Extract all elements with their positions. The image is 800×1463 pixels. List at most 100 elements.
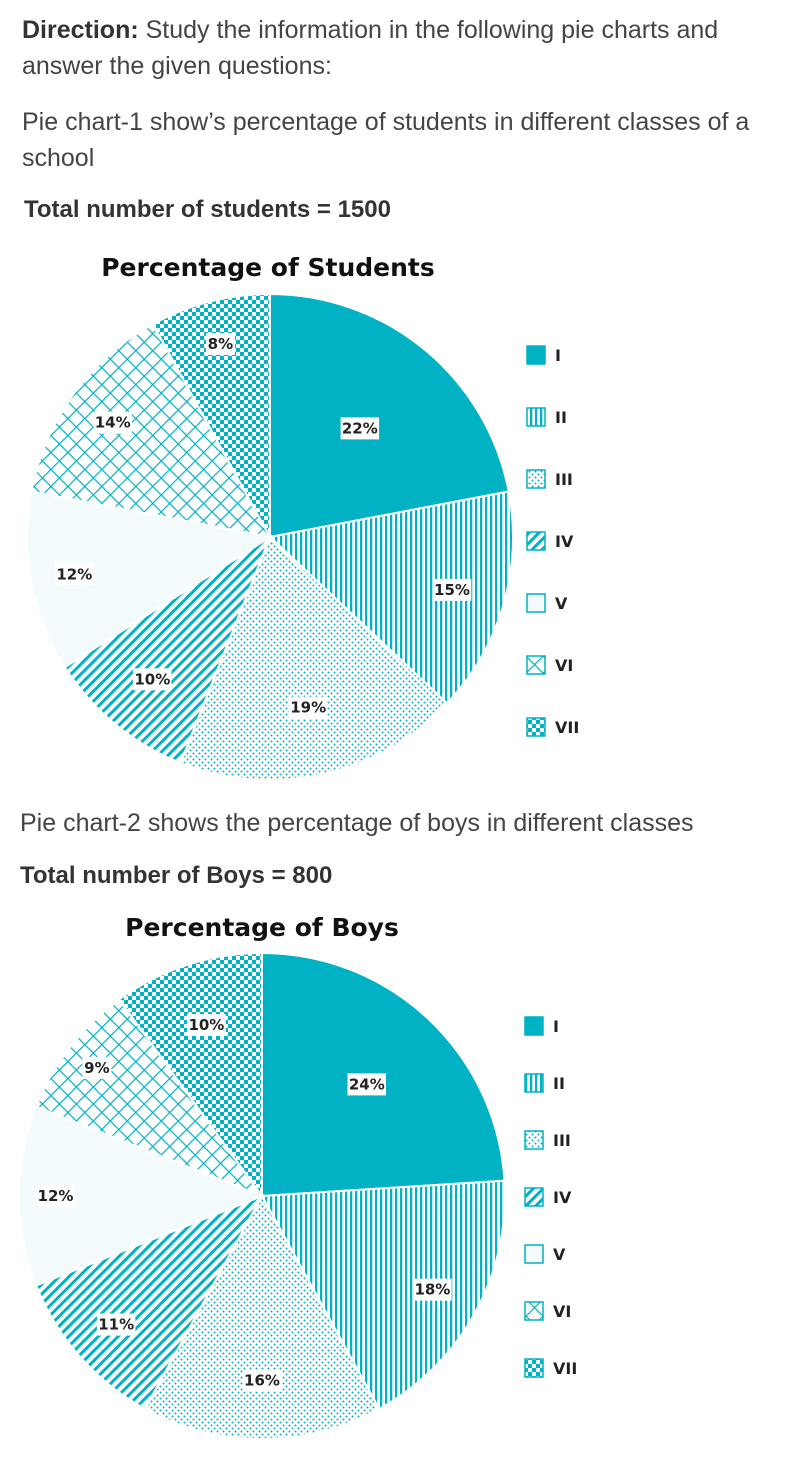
- svg-text:12%: 12%: [56, 565, 92, 583]
- legend-item-class-vii: VII: [526, 717, 579, 737]
- svg-text:10%: 10%: [188, 1016, 224, 1034]
- legend-label: II: [553, 1074, 565, 1093]
- data-label-class-iv: 11%: [96, 1313, 136, 1336]
- svg-text:19%: 19%: [290, 699, 326, 717]
- legend-item-class-vii: VII: [524, 1358, 577, 1378]
- legend-item-class-iv: IV: [524, 1187, 572, 1207]
- chart2-title: Percentage of Boys: [125, 913, 399, 942]
- legend-item-class-iii: III: [524, 1130, 571, 1150]
- legend-label: I: [555, 346, 561, 365]
- data-label-class-v: 12%: [36, 1185, 75, 1207]
- slice-class-vii: [117, 951, 263, 1200]
- svg-text:18%: 18%: [414, 1281, 450, 1299]
- slice-class-i: [269, 292, 510, 539]
- boys-pie-chart: Percentage of Boys 24%18%16%11%12%9%10% …: [18, 913, 577, 1440]
- svg-text:22%: 22%: [342, 419, 378, 437]
- legend-label: I: [553, 1017, 559, 1036]
- data-label-class-ii: 15%: [432, 578, 472, 601]
- chart2-slices: [18, 951, 506, 1440]
- data-label-class-iii: 16%: [242, 1369, 282, 1392]
- legend-label: IV: [555, 532, 574, 551]
- legend-label: VII: [555, 718, 579, 737]
- slice-class-vi: [34, 998, 265, 1199]
- legend-item-class-ii: II: [526, 407, 567, 427]
- slice-class-iii: [143, 1193, 381, 1440]
- data-label-class-i: 24%: [347, 1073, 386, 1096]
- data-label-class-vii: 8%: [205, 333, 235, 355]
- legend-swatch: [526, 407, 546, 427]
- svg-text:8%: 8%: [208, 335, 233, 353]
- legend-item-class-ii: II: [524, 1073, 565, 1093]
- data-label-class-vii: 10%: [187, 1014, 226, 1036]
- legend-label: III: [553, 1131, 571, 1150]
- legend-swatch: [524, 1073, 544, 1093]
- legend-swatch: [526, 531, 546, 551]
- data-label-class-vi: 9%: [82, 1056, 112, 1079]
- legend-item-class-i: I: [526, 345, 561, 365]
- chart1-title: Percentage of Students: [101, 253, 435, 282]
- slice-class-v: [18, 1105, 265, 1287]
- legend-swatch: [526, 655, 546, 675]
- chart1-intro-line2: school: [22, 144, 95, 172]
- svg-text:12%: 12%: [38, 1187, 74, 1205]
- legend-label: V: [553, 1245, 566, 1264]
- legend-label: V: [555, 594, 568, 613]
- legend-item-class-i: I: [524, 1016, 559, 1036]
- slice-class-vi: [30, 322, 272, 539]
- legend-label: III: [555, 470, 573, 489]
- svg-text:24%: 24%: [349, 1075, 385, 1093]
- legend-swatch: [526, 345, 546, 365]
- direction-text: Direction: Study the information in the …: [22, 12, 782, 84]
- svg-text:11%: 11%: [98, 1316, 134, 1334]
- legend-label: VI: [553, 1302, 571, 1321]
- legend-swatch: [524, 1244, 544, 1264]
- slice-class-iii: [179, 535, 449, 781]
- legend-item-class-iii: III: [526, 469, 573, 489]
- svg-text:16%: 16%: [244, 1372, 280, 1390]
- data-label-class-iii: 19%: [288, 696, 328, 719]
- legend-item-class-v: V: [524, 1244, 566, 1264]
- legend-swatch: [524, 1016, 544, 1036]
- legend-item-class-v: V: [526, 593, 568, 613]
- direction-body: Study the information in the following p…: [22, 16, 719, 80]
- chart2-data-labels: 24% 18% 16% 11% 12% 9% 10%: [36, 1014, 452, 1392]
- students-pie-chart: Percentage of Students 22% 15% 19% 10% 12% 14…: [26, 253, 579, 781]
- legend-swatch: [526, 593, 546, 613]
- chart1-data-labels: 22% 15% 19% 10% 12% 14% 8%: [55, 333, 472, 719]
- chart1-slices: [26, 292, 514, 781]
- svg-text:9%: 9%: [84, 1059, 109, 1077]
- legend-label: VII: [553, 1359, 577, 1378]
- svg-text:15%: 15%: [434, 581, 470, 599]
- chart1-intro-line1: Pie chart-1 show’s percentage of student…: [22, 108, 750, 136]
- chart2-intro: Pie chart-2 shows the percentage of boys…: [20, 809, 694, 837]
- legend-label: II: [555, 408, 567, 427]
- slice-class-iv: [63, 534, 273, 765]
- slice-class-vii: [151, 292, 271, 538]
- direction-label: Direction:: [22, 16, 139, 44]
- legend-swatch: [524, 1301, 544, 1321]
- svg-text:10%: 10%: [134, 670, 170, 688]
- data-label-class-vi: 14%: [93, 411, 132, 434]
- data-label-class-ii: 18%: [413, 1278, 452, 1301]
- slice-class-ii: [260, 1179, 506, 1411]
- legend-label: VI: [555, 656, 573, 675]
- legend-swatch: [526, 717, 546, 737]
- legend-item-class-vi: VI: [526, 655, 573, 675]
- slice-class-iv: [34, 1194, 265, 1411]
- legend-swatch: [524, 1130, 544, 1150]
- chart2-total: Total number of Boys = 800: [20, 862, 333, 889]
- slice-class-v: [26, 490, 273, 669]
- legend-swatch: [526, 469, 546, 489]
- data-label-class-i: 22%: [340, 417, 380, 440]
- chart1-total: Total number of students = 1500: [24, 196, 391, 223]
- data-label-class-v: 12%: [55, 563, 94, 586]
- slice-class-ii: [267, 490, 514, 705]
- legend-swatch: [524, 1358, 544, 1378]
- legend-item-class-vi: VI: [524, 1301, 571, 1321]
- data-label-class-iv: 10%: [133, 668, 172, 691]
- legend-item-class-iv: IV: [526, 531, 574, 551]
- svg-text:14%: 14%: [95, 414, 131, 432]
- legend-swatch: [524, 1187, 544, 1207]
